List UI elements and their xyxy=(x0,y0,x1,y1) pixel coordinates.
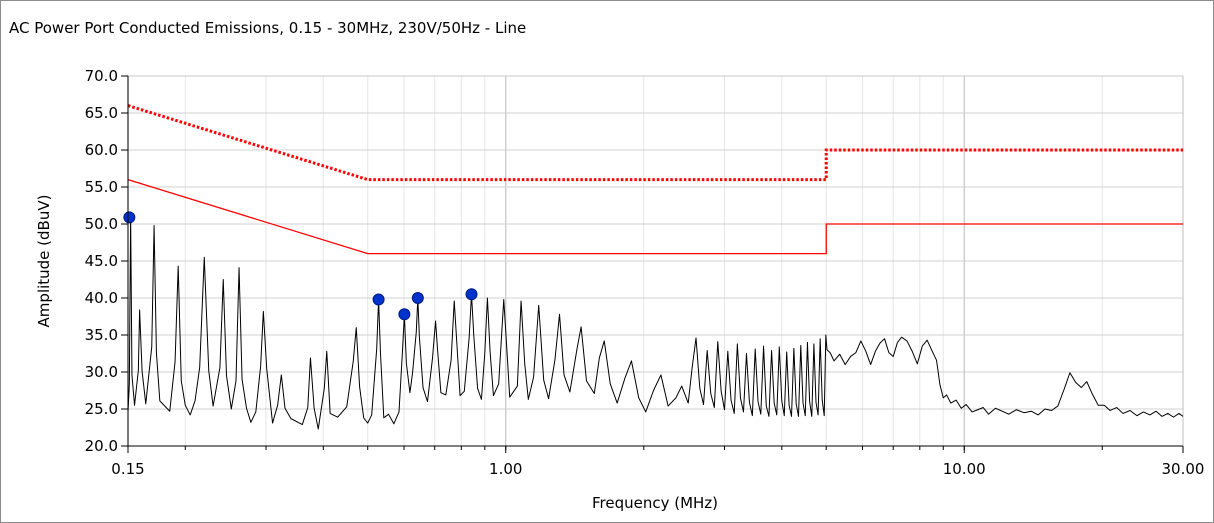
y-tick-label: 45.0 xyxy=(85,252,118,270)
y-tick-label: 20.0 xyxy=(85,437,118,455)
y-tick-label: 35.0 xyxy=(85,326,118,344)
minor-ticks xyxy=(121,75,1184,453)
peak-marker xyxy=(398,308,411,321)
grid xyxy=(127,75,1184,447)
peak-marker xyxy=(465,288,478,301)
x-axis-label: Frequency (MHz) xyxy=(592,494,718,512)
emission-trace xyxy=(127,214,1184,430)
y-axis-label: Amplitude (dBuV) xyxy=(35,195,53,328)
peak-markers xyxy=(123,211,478,321)
y-tick-label: 40.0 xyxy=(85,289,118,307)
x-tick-label: 10.00 xyxy=(943,460,986,478)
limit-lines xyxy=(127,104,1183,255)
peak-marker xyxy=(123,211,136,224)
quasi-peak-limit-line xyxy=(127,104,1183,182)
axes xyxy=(127,76,1183,447)
peak-marker xyxy=(372,293,385,306)
x-tick-label: 1.00 xyxy=(489,460,522,478)
peak-marker xyxy=(411,292,424,304)
y-tick-label: 70.0 xyxy=(85,67,118,85)
average-limit-line xyxy=(127,178,1183,255)
y-tick-label: 60.0 xyxy=(85,141,118,159)
y-tick-label: 25.0 xyxy=(85,400,118,418)
x-tick-label: 0.15 xyxy=(111,460,144,478)
y-tick-labels: 20.0 25.0 30.0 35.0 40.0 45.0 50.0 55.0 60.0 65.0… xyxy=(85,67,118,455)
x-tick-label: 30.00 xyxy=(1162,460,1205,478)
y-tick-label: 30.0 xyxy=(85,363,118,381)
x-tick-labels: 0.15 1.00 10.00 30.00 xyxy=(111,460,1204,478)
chart-title: AC Power Port Conducted Emissions, 0.15 … xyxy=(9,19,527,37)
y-tick-label: 65.0 xyxy=(85,104,118,122)
measurement-trace xyxy=(127,214,1184,430)
y-tick-label: 55.0 xyxy=(85,178,118,196)
y-tick-label: 50.0 xyxy=(85,215,118,233)
